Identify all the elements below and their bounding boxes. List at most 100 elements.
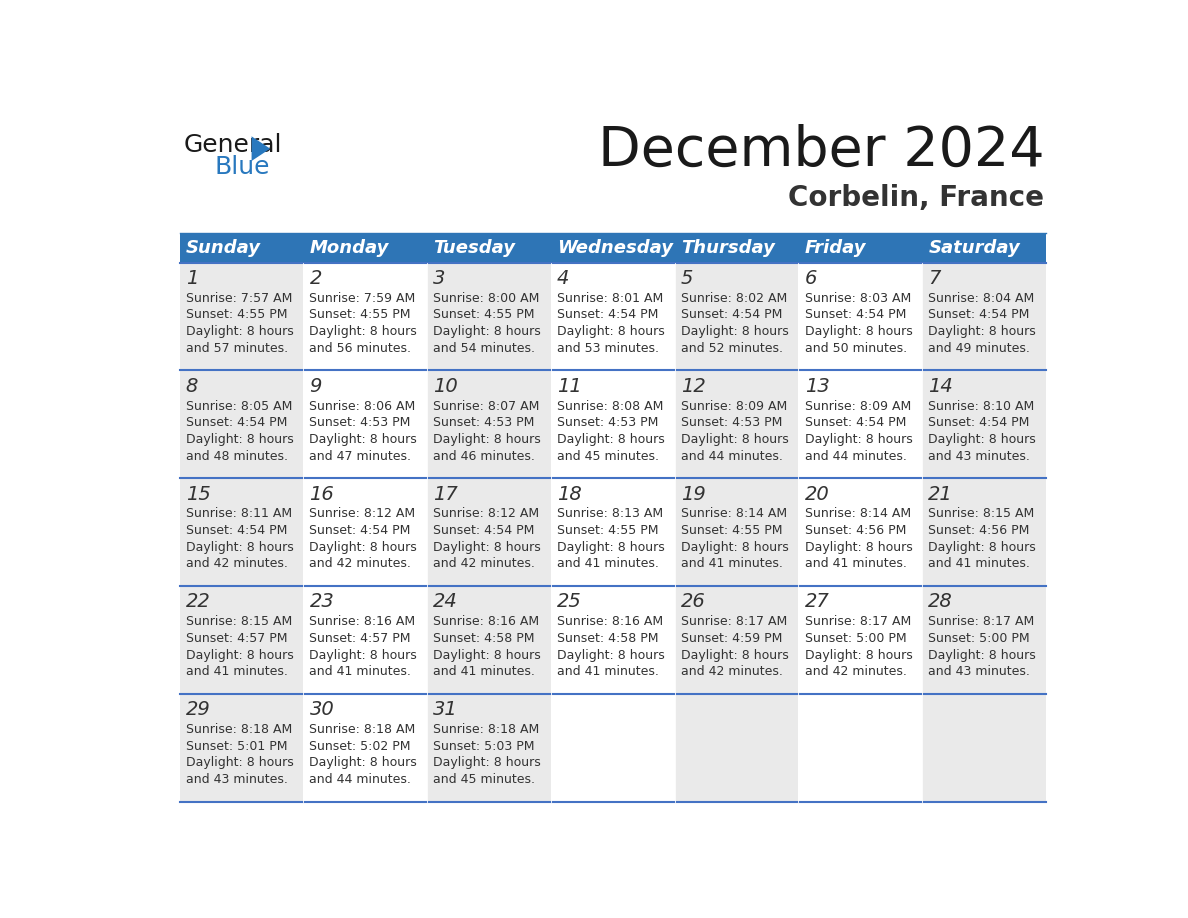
Text: Sunset: 4:55 PM: Sunset: 4:55 PM bbox=[434, 308, 535, 321]
Bar bbox=[179, 233, 303, 263]
Text: 1: 1 bbox=[185, 269, 198, 288]
Text: 4: 4 bbox=[557, 269, 569, 288]
Bar bbox=[303, 586, 426, 694]
Bar bbox=[675, 233, 798, 263]
Text: Sunset: 4:54 PM: Sunset: 4:54 PM bbox=[309, 524, 411, 537]
Bar bbox=[551, 694, 675, 801]
Text: 22: 22 bbox=[185, 592, 210, 611]
Text: Sunrise: 8:14 AM: Sunrise: 8:14 AM bbox=[804, 508, 911, 521]
Bar bbox=[303, 371, 426, 478]
Bar bbox=[179, 263, 303, 371]
Text: Tuesday: Tuesday bbox=[434, 239, 516, 257]
Text: Sunset: 4:54 PM: Sunset: 4:54 PM bbox=[557, 308, 658, 321]
Text: Daylight: 8 hours: Daylight: 8 hours bbox=[557, 325, 665, 338]
Text: Daylight: 8 hours: Daylight: 8 hours bbox=[434, 648, 541, 662]
Text: Sunrise: 8:18 AM: Sunrise: 8:18 AM bbox=[185, 723, 292, 736]
Text: Daylight: 8 hours: Daylight: 8 hours bbox=[804, 648, 912, 662]
Bar bbox=[551, 263, 675, 371]
Text: Sunset: 5:01 PM: Sunset: 5:01 PM bbox=[185, 740, 287, 753]
Text: and 44 minutes.: and 44 minutes. bbox=[681, 450, 783, 463]
Bar bbox=[303, 233, 426, 263]
Text: Sunrise: 8:00 AM: Sunrise: 8:00 AM bbox=[434, 292, 539, 305]
Text: 2: 2 bbox=[309, 269, 322, 288]
Text: Sunset: 4:53 PM: Sunset: 4:53 PM bbox=[557, 416, 658, 430]
Text: Saturday: Saturday bbox=[928, 239, 1020, 257]
Text: Sunset: 4:54 PM: Sunset: 4:54 PM bbox=[185, 524, 287, 537]
Text: Sunset: 4:55 PM: Sunset: 4:55 PM bbox=[681, 524, 783, 537]
Text: Sunrise: 8:01 AM: Sunrise: 8:01 AM bbox=[557, 292, 663, 305]
Text: Sunset: 5:03 PM: Sunset: 5:03 PM bbox=[434, 740, 535, 753]
Bar bbox=[179, 586, 303, 694]
Bar bbox=[798, 478, 922, 586]
Text: Sunrise: 8:12 AM: Sunrise: 8:12 AM bbox=[434, 508, 539, 521]
Text: Sunset: 5:02 PM: Sunset: 5:02 PM bbox=[309, 740, 411, 753]
Text: Sunrise: 8:07 AM: Sunrise: 8:07 AM bbox=[434, 399, 539, 412]
Text: and 43 minutes.: and 43 minutes. bbox=[928, 450, 1030, 463]
Text: Sunrise: 8:05 AM: Sunrise: 8:05 AM bbox=[185, 399, 292, 412]
Text: Sunrise: 8:04 AM: Sunrise: 8:04 AM bbox=[928, 292, 1035, 305]
Text: Daylight: 8 hours: Daylight: 8 hours bbox=[185, 433, 293, 446]
Text: Sunset: 4:56 PM: Sunset: 4:56 PM bbox=[928, 524, 1030, 537]
Text: Sunrise: 7:59 AM: Sunrise: 7:59 AM bbox=[309, 292, 416, 305]
Text: Sunset: 5:00 PM: Sunset: 5:00 PM bbox=[928, 632, 1030, 644]
Text: Daylight: 8 hours: Daylight: 8 hours bbox=[928, 325, 1036, 338]
Bar bbox=[179, 478, 303, 586]
Bar bbox=[179, 694, 303, 801]
Bar bbox=[675, 478, 798, 586]
Text: Sunset: 4:53 PM: Sunset: 4:53 PM bbox=[309, 416, 411, 430]
Text: and 50 minutes.: and 50 minutes. bbox=[804, 341, 906, 355]
Text: Sunrise: 8:16 AM: Sunrise: 8:16 AM bbox=[434, 615, 539, 628]
Text: Sunday: Sunday bbox=[185, 239, 260, 257]
Text: Daylight: 8 hours: Daylight: 8 hours bbox=[804, 325, 912, 338]
Bar bbox=[303, 478, 426, 586]
Bar bbox=[675, 371, 798, 478]
Text: and 41 minutes.: and 41 minutes. bbox=[309, 666, 411, 678]
Text: 19: 19 bbox=[681, 485, 706, 504]
Text: Daylight: 8 hours: Daylight: 8 hours bbox=[309, 648, 417, 662]
Text: Monday: Monday bbox=[309, 239, 388, 257]
Text: Sunset: 4:59 PM: Sunset: 4:59 PM bbox=[681, 632, 782, 644]
Bar bbox=[303, 263, 426, 371]
Text: Daylight: 8 hours: Daylight: 8 hours bbox=[309, 325, 417, 338]
Text: Sunset: 4:58 PM: Sunset: 4:58 PM bbox=[557, 632, 658, 644]
Bar bbox=[922, 694, 1045, 801]
Text: Daylight: 8 hours: Daylight: 8 hours bbox=[434, 433, 541, 446]
Text: Daylight: 8 hours: Daylight: 8 hours bbox=[185, 756, 293, 769]
Text: 6: 6 bbox=[804, 269, 817, 288]
Text: Friday: Friday bbox=[804, 239, 866, 257]
Text: Sunset: 5:00 PM: Sunset: 5:00 PM bbox=[804, 632, 906, 644]
Bar bbox=[179, 371, 303, 478]
Text: 30: 30 bbox=[309, 700, 334, 720]
Text: 29: 29 bbox=[185, 700, 210, 720]
Text: Sunset: 4:56 PM: Sunset: 4:56 PM bbox=[804, 524, 906, 537]
Bar bbox=[922, 586, 1045, 694]
Text: 21: 21 bbox=[928, 485, 953, 504]
Text: Sunrise: 8:08 AM: Sunrise: 8:08 AM bbox=[557, 399, 663, 412]
Text: Sunrise: 8:06 AM: Sunrise: 8:06 AM bbox=[309, 399, 416, 412]
Text: 25: 25 bbox=[557, 592, 582, 611]
Text: Daylight: 8 hours: Daylight: 8 hours bbox=[434, 325, 541, 338]
Text: Daylight: 8 hours: Daylight: 8 hours bbox=[434, 756, 541, 769]
Text: Daylight: 8 hours: Daylight: 8 hours bbox=[681, 648, 789, 662]
Text: 24: 24 bbox=[434, 592, 459, 611]
Text: Sunrise: 8:11 AM: Sunrise: 8:11 AM bbox=[185, 508, 292, 521]
Bar bbox=[551, 371, 675, 478]
Text: Sunset: 4:54 PM: Sunset: 4:54 PM bbox=[681, 308, 782, 321]
Text: Sunrise: 8:03 AM: Sunrise: 8:03 AM bbox=[804, 292, 911, 305]
Text: Sunrise: 8:09 AM: Sunrise: 8:09 AM bbox=[804, 399, 911, 412]
Bar bbox=[798, 371, 922, 478]
Text: Daylight: 8 hours: Daylight: 8 hours bbox=[185, 648, 293, 662]
Bar bbox=[922, 263, 1045, 371]
Text: and 52 minutes.: and 52 minutes. bbox=[681, 341, 783, 355]
Bar bbox=[675, 586, 798, 694]
Text: Daylight: 8 hours: Daylight: 8 hours bbox=[928, 541, 1036, 554]
Text: 28: 28 bbox=[928, 592, 953, 611]
Text: Sunset: 4:55 PM: Sunset: 4:55 PM bbox=[557, 524, 658, 537]
Text: Blue: Blue bbox=[214, 155, 270, 179]
Text: Daylight: 8 hours: Daylight: 8 hours bbox=[804, 433, 912, 446]
Bar bbox=[922, 478, 1045, 586]
Text: 12: 12 bbox=[681, 377, 706, 396]
Text: Sunrise: 8:18 AM: Sunrise: 8:18 AM bbox=[434, 723, 539, 736]
Text: Daylight: 8 hours: Daylight: 8 hours bbox=[928, 648, 1036, 662]
Bar bbox=[675, 263, 798, 371]
